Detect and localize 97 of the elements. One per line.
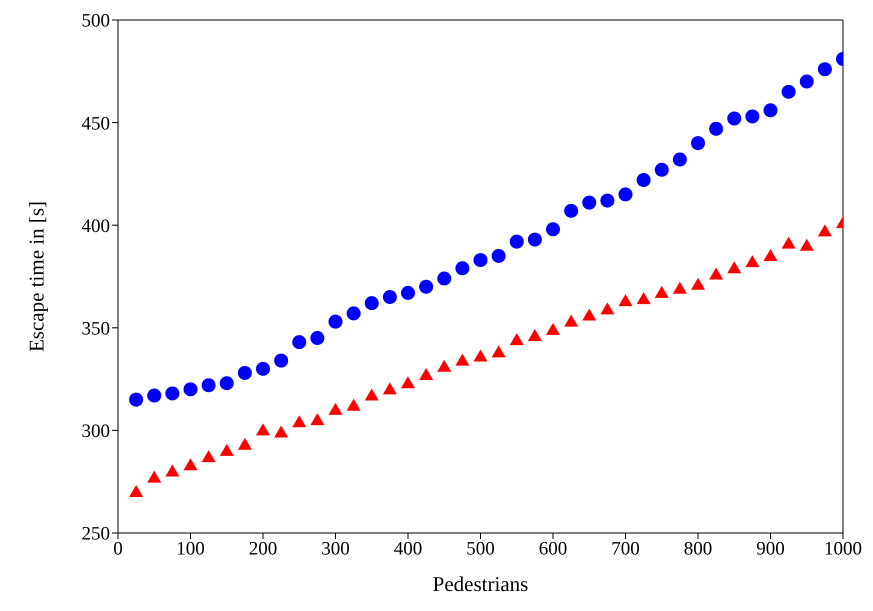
- point: [764, 103, 778, 118]
- point: [274, 354, 288, 368]
- point: [727, 111, 742, 126]
- point: [564, 204, 578, 218]
- point: [492, 345, 506, 358]
- point: [292, 415, 306, 428]
- point: [546, 322, 560, 335]
- point: [401, 286, 415, 300]
- point: [800, 74, 814, 89]
- point: [310, 413, 324, 426]
- x-tick-label: 500: [466, 538, 495, 560]
- point: [419, 368, 434, 380]
- point: [256, 362, 270, 376]
- point: [654, 162, 669, 177]
- y-tick-label: 350: [82, 318, 110, 340]
- point: [147, 470, 162, 483]
- point: [364, 296, 379, 310]
- point: [346, 306, 361, 320]
- point: [401, 376, 415, 388]
- x-axis-title: Pedestrians: [432, 572, 528, 596]
- x-tick-label: 100: [176, 538, 205, 560]
- point: [564, 314, 578, 327]
- point: [600, 302, 614, 314]
- y-tick-label: 400: [82, 216, 110, 237]
- y-tick-label: 500: [82, 10, 110, 32]
- point: [800, 238, 814, 251]
- point: [238, 366, 252, 380]
- point: [455, 261, 470, 276]
- point: [672, 282, 687, 294]
- point: [782, 84, 796, 99]
- x-tick-label: 900: [756, 538, 785, 560]
- point: [220, 376, 234, 390]
- point: [709, 267, 724, 280]
- point: [818, 224, 832, 236]
- point: [782, 236, 796, 249]
- point: [474, 350, 488, 362]
- point: [582, 308, 596, 320]
- point: [274, 425, 288, 438]
- point: [419, 280, 434, 294]
- point: [310, 331, 324, 346]
- x-tick-label: 1000: [824, 538, 862, 560]
- point: [474, 253, 488, 268]
- x-tick-label: 0: [113, 538, 123, 560]
- point: [437, 272, 452, 286]
- point: [328, 314, 342, 329]
- y-tick-label: 450: [82, 113, 110, 134]
- point: [528, 232, 542, 247]
- point: [492, 248, 506, 263]
- point: [184, 458, 198, 470]
- point: [202, 378, 216, 392]
- point: [764, 248, 778, 261]
- point: [165, 386, 180, 400]
- point: [129, 484, 144, 497]
- point: [727, 261, 742, 274]
- point: [600, 194, 614, 208]
- point: [691, 278, 705, 290]
- point: [654, 286, 669, 298]
- point: [202, 450, 216, 462]
- point: [636, 292, 651, 304]
- point: [510, 333, 524, 346]
- point: [184, 382, 198, 396]
- point: [238, 438, 252, 450]
- point: [220, 444, 234, 456]
- point: [546, 222, 560, 236]
- point: [636, 173, 651, 188]
- y-tick-label: 300: [82, 421, 110, 442]
- point: [165, 464, 180, 476]
- point: [346, 398, 361, 411]
- x-tick-label: 300: [321, 538, 350, 560]
- x-tick-label: 700: [611, 538, 640, 560]
- x-tick-label: 400: [394, 538, 422, 560]
- point: [455, 354, 470, 366]
- point: [382, 382, 397, 394]
- y-tick-label: 250: [82, 524, 110, 545]
- point: [745, 255, 760, 268]
- point: [709, 122, 724, 136]
- y-axis-title: Escape time in [s]: [24, 200, 48, 352]
- point: [691, 136, 705, 150]
- x-tick-label: 800: [684, 538, 712, 560]
- point: [382, 290, 397, 304]
- point: [818, 62, 832, 76]
- point: [582, 196, 596, 210]
- point: [437, 360, 452, 372]
- point: [364, 388, 379, 401]
- point: [618, 294, 632, 306]
- point: [328, 402, 342, 415]
- point: [528, 329, 542, 342]
- x-tick-label: 200: [248, 538, 278, 560]
- point: [618, 187, 632, 202]
- point: [292, 335, 306, 350]
- point: [147, 388, 162, 403]
- point: [129, 392, 144, 407]
- x-tick-label: 600: [538, 538, 568, 560]
- point: [672, 152, 687, 167]
- point: [510, 234, 524, 249]
- point: [745, 109, 760, 124]
- point: [256, 423, 270, 436]
